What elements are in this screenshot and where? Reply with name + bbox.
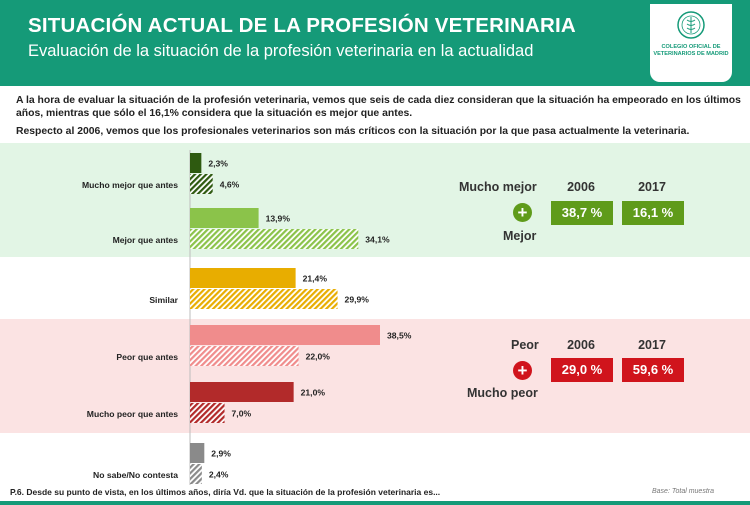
question-footnote: P.6. Desde su punto de vista, en los últ…: [10, 487, 441, 497]
page-subtitle: Evaluación de la situación de la profesi…: [28, 42, 534, 60]
cmp-peor-label-top: Peor: [511, 338, 539, 352]
plus-green-icon: +: [513, 203, 532, 222]
bar-value-label: 7,0%: [232, 409, 252, 419]
bar: [190, 268, 296, 288]
logo-text: COLEGIO OFICIAL DE VETERINARIOS DE MADRI…: [653, 44, 729, 57]
logo: COLEGIO OFICIAL DE VETERINARIOS DE MADRI…: [650, 4, 732, 82]
cmp-mejor-label-top: Mucho mejor: [459, 180, 537, 194]
category-label: Mucho mejor que antes: [82, 180, 178, 190]
base-note: Base: Total muestra: [652, 488, 714, 495]
plus-red-icon: +: [513, 361, 532, 380]
bar: [190, 289, 338, 309]
cmp-peor-year2: 2017: [638, 338, 666, 352]
cmp-mejor-year1: 2006: [567, 180, 595, 194]
cmp-peor-value2: 59,6 %: [622, 358, 684, 382]
bar: [190, 174, 213, 194]
bar-value-label: 2,9%: [211, 449, 231, 459]
intro-paragraph: A la hora de evaluar la situación de la …: [16, 95, 741, 119]
category-label: Peor que antes: [116, 352, 178, 362]
bar-value-label: 21,0%: [301, 388, 326, 398]
cmp-mejor-value2: 16,1 %: [622, 201, 684, 225]
page-title: SITUACIÓN ACTUAL DE LA PROFESIÓN VETERIN…: [28, 14, 576, 37]
bottom-strip: [0, 501, 750, 505]
bar-value-label: 38,5%: [387, 331, 412, 341]
bar-value-label: 21,4%: [303, 274, 328, 284]
band-nsnc: [0, 433, 750, 483]
header-banner: SITUACIÓN ACTUAL DE LA PROFESIÓN VETERIN…: [0, 0, 750, 86]
cmp-peor-year1: 2006: [567, 338, 595, 352]
bar-value-label: 29,9%: [345, 295, 370, 305]
band-similar: [0, 257, 750, 319]
category-label: No sabe/No contesta: [93, 470, 178, 480]
cmp-mejor-value1: 38,7 %: [551, 201, 613, 225]
intro-paragraph-2: Respecto al 2006, vemos que los profesio…: [16, 126, 690, 137]
bar: [190, 382, 294, 402]
bar: [190, 153, 202, 173]
band-better: [0, 143, 750, 257]
bar: [190, 346, 299, 366]
category-label: Similar: [149, 295, 178, 305]
cmp-mejor-year2: 2017: [638, 180, 666, 194]
cmp-peor-label-bottom: Mucho peor: [467, 386, 538, 400]
bar: [190, 325, 380, 345]
bar-value-label: 34,1%: [365, 235, 390, 245]
bar-value-label: 2,3%: [208, 159, 228, 169]
bar-value-label: 22,0%: [306, 352, 331, 362]
bar-value-label: 4,6%: [220, 180, 240, 190]
bar: [190, 208, 259, 228]
cmp-peor-value1: 29,0 %: [551, 358, 613, 382]
bar: [190, 464, 202, 484]
bar: [190, 229, 359, 249]
category-label: Mucho peor que antes: [87, 409, 178, 419]
bar: [190, 403, 225, 423]
category-label: Mejor que antes: [113, 235, 179, 245]
cmp-mejor-label-bottom: Mejor: [503, 229, 537, 243]
bar-value-label: 13,9%: [266, 214, 291, 224]
seal-icon: [677, 11, 705, 39]
bar-value-label: 2,4%: [209, 470, 229, 480]
bar: [190, 443, 205, 463]
